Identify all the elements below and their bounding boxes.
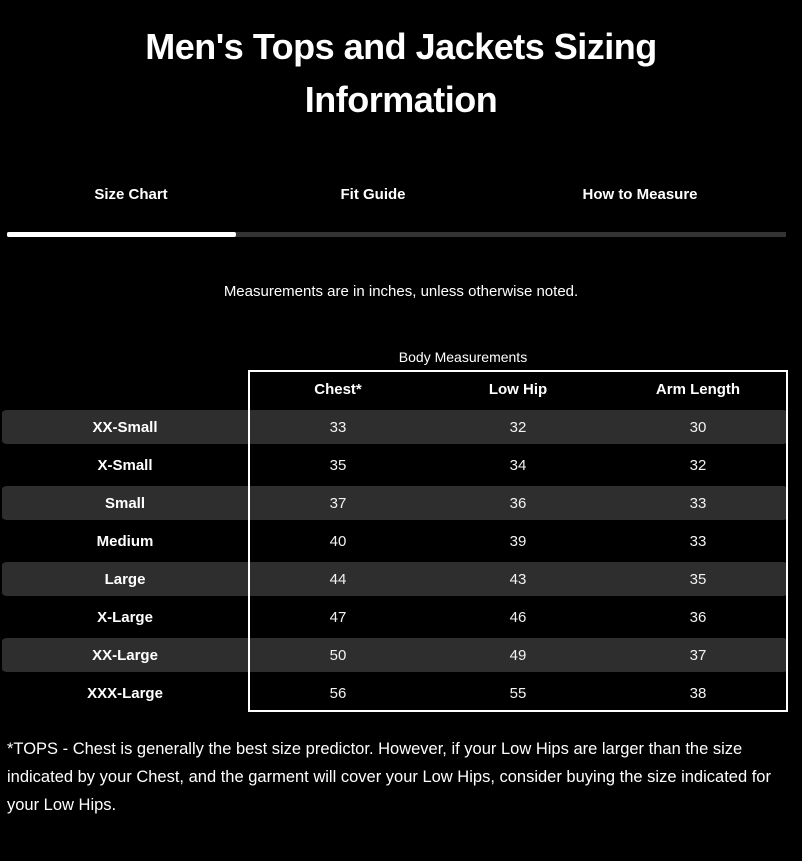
measurement-value: 33 <box>689 494 707 512</box>
measurement-value: 40 <box>329 532 347 550</box>
tab-how-to-measure[interactable]: How to Measure <box>582 186 698 203</box>
tab-bar: Size Chart Fit Guide How to Measure <box>0 186 802 208</box>
tops-footnote: *TOPS - Chest is generally the best size… <box>7 740 771 814</box>
measurement-value: 37 <box>329 494 347 512</box>
size-label: X-Large <box>97 608 153 626</box>
size-label: XX-Small <box>92 418 158 436</box>
measurement-value: 55 <box>509 684 527 702</box>
measurement-value: 36 <box>509 494 527 512</box>
measurement-value: 44 <box>329 570 347 588</box>
tab-indicator-track <box>7 232 786 237</box>
measurement-value: 47 <box>329 608 347 626</box>
measurement-value: 32 <box>509 418 527 436</box>
measurement-value: 43 <box>509 570 527 588</box>
table-row: X-Small 35 34 32 <box>2 446 788 484</box>
size-label: Small <box>104 494 146 512</box>
size-label: X-Small <box>97 456 153 474</box>
page-title: Men's Tops and Jackets Sizing Informatio… <box>145 26 657 120</box>
measurement-value: 35 <box>329 456 347 474</box>
measurement-value: 32 <box>689 456 707 474</box>
measurement-value: 36 <box>689 608 707 626</box>
table-row: Small 37 36 33 <box>2 484 788 522</box>
measurement-value: 38 <box>689 684 707 702</box>
table-row: Medium 40 39 33 <box>2 522 788 560</box>
measurement-value: 56 <box>329 684 347 702</box>
table-caption: Body Measurements <box>398 349 528 365</box>
measurement-value: 34 <box>509 456 527 474</box>
measurement-value: 33 <box>689 532 707 550</box>
header-cell-blank <box>2 372 248 406</box>
measurement-value: 50 <box>329 646 347 664</box>
size-table: Chest* Low Hip Arm Length XX-Small 33 32 30… <box>2 370 788 712</box>
measurement-value: 35 <box>689 570 707 588</box>
size-label: Medium <box>96 532 154 550</box>
measurement-value: 33 <box>329 418 347 436</box>
tab-size-chart[interactable]: Size Chart <box>94 186 168 203</box>
tab-active-indicator <box>7 232 236 237</box>
units-note: Measurements are in inches, unless other… <box>223 283 579 300</box>
table-row: XXX-Large 56 55 38 <box>2 674 788 712</box>
size-label: Large <box>104 570 146 588</box>
table-row: XX-Large 50 49 37 <box>2 636 788 674</box>
header-cell-chest: Chest* <box>314 380 362 398</box>
header-cell-arm-length: Arm Length <box>655 380 741 398</box>
measurement-value: 46 <box>509 608 527 626</box>
table-header-row: Chest* Low Hip Arm Length <box>2 370 788 408</box>
measurement-value: 30 <box>689 418 707 436</box>
table-row: Large 44 43 35 <box>2 560 788 598</box>
tab-fit-guide[interactable]: Fit Guide <box>340 186 406 203</box>
size-table-body: XX-Small 33 32 30 X-Small 35 34 32 Small 37 36 33 Me… <box>2 408 788 712</box>
table-row: X-Large 47 46 36 <box>2 598 788 636</box>
table-row: XX-Small 33 32 30 <box>2 408 788 446</box>
size-label: XX-Large <box>92 646 158 664</box>
measurement-value: 37 <box>689 646 707 664</box>
size-label: XXX-Large <box>87 684 163 702</box>
measurement-value: 39 <box>509 532 527 550</box>
header-cell-low-hip: Low Hip <box>488 380 548 398</box>
measurement-value: 49 <box>509 646 527 664</box>
